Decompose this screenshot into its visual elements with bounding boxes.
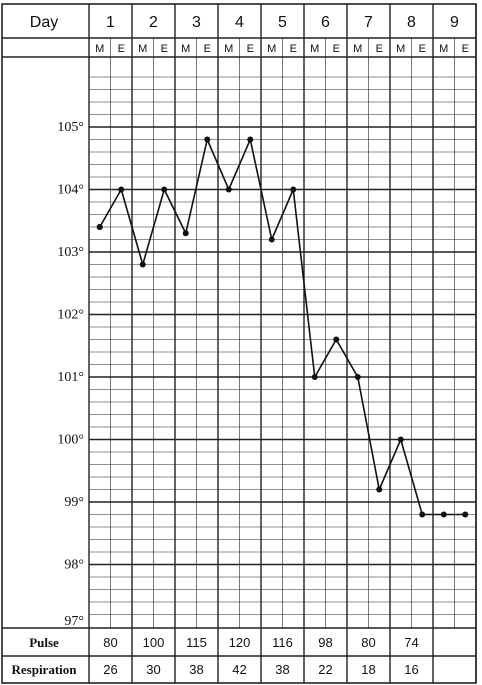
day-number-8: 8 — [407, 14, 416, 31]
pulse-value: 115 — [186, 635, 207, 650]
pulse-value: 80 — [103, 635, 117, 650]
day-number-5: 5 — [278, 14, 287, 31]
y-tick-label: 97° — [64, 614, 84, 629]
temperature-point — [333, 336, 340, 343]
pulse-value: 100 — [143, 635, 165, 650]
y-tick-label: 105° — [57, 120, 84, 135]
day-number-7: 7 — [364, 14, 373, 31]
pulse-value: 98 — [318, 635, 332, 650]
temperature-point — [376, 486, 383, 493]
respiration-value: 38 — [189, 662, 203, 677]
pulse-value: 74 — [404, 635, 418, 650]
day-number-6: 6 — [321, 14, 330, 31]
temperature-point — [161, 186, 168, 193]
respiration-value: 30 — [146, 662, 160, 677]
morning-label: M — [181, 43, 190, 55]
y-tick-label: 99° — [64, 495, 84, 510]
morning-label: M — [353, 43, 362, 55]
day-number-9: 9 — [450, 14, 459, 31]
y-tick-label: 104° — [57, 183, 84, 198]
respiration-value: 16 — [404, 662, 418, 677]
y-tick-label: 98° — [64, 558, 84, 573]
evening-label: E — [333, 43, 340, 55]
day-number-1: 1 — [106, 14, 115, 31]
temperature-point — [440, 511, 447, 518]
evening-label: E — [204, 43, 211, 55]
respiration-value: 42 — [232, 662, 246, 677]
y-tick-label: 100° — [57, 433, 84, 448]
temperature-point — [311, 374, 318, 380]
pulse-value: 80 — [361, 635, 375, 650]
pulse-label: Pulse — [29, 635, 59, 650]
temperature-point — [354, 374, 361, 380]
temperature-point — [290, 186, 297, 193]
evening-label: E — [419, 43, 426, 55]
respiration-value: 26 — [103, 662, 117, 677]
morning-label: M — [138, 43, 147, 55]
y-tick-label: 103° — [57, 245, 84, 260]
morning-label: M — [224, 43, 233, 55]
respiration-value: 22 — [318, 662, 332, 677]
temperature-point — [204, 136, 211, 143]
day-number-2: 2 — [149, 14, 158, 31]
pulse-value: 116 — [272, 635, 293, 650]
day-number-4: 4 — [235, 14, 244, 31]
morning-label: M — [396, 43, 405, 55]
morning-label: M — [267, 43, 276, 55]
morning-label: M — [95, 43, 104, 55]
temperature-point — [247, 136, 254, 143]
evening-label: E — [462, 43, 469, 55]
respiration-value: 18 — [361, 662, 375, 677]
chart-footer: Pulse Respiration 80 100 115 120 116 98 80 74 26 30… — [12, 635, 419, 677]
y-axis: 97° 98° 99° 100° 101° 102° 103° 104° 105° — [57, 120, 84, 629]
temperature-point — [462, 511, 469, 518]
chart-header: Day 1M E2M E3M E4M E5M E6M E7M E8M E9M E — [30, 14, 469, 55]
day-header-label: Day — [30, 14, 58, 31]
evening-label: E — [118, 43, 125, 55]
y-tick-label: 101° — [57, 370, 84, 385]
chart-grid — [1, 3, 477, 684]
temperature-point — [397, 436, 404, 443]
y-tick-label: 102° — [57, 308, 84, 323]
temperature-point — [182, 230, 189, 237]
evening-label: E — [376, 43, 383, 55]
temperature-point — [225, 186, 232, 193]
temperature-point — [139, 261, 146, 268]
respiration-value: 38 — [275, 662, 289, 677]
evening-label: E — [161, 43, 168, 55]
pulse-value: 120 — [229, 635, 251, 650]
chart-frame — [1, 3, 477, 684]
temperature-point — [419, 511, 426, 518]
evening-label: E — [247, 43, 254, 55]
temperature-point — [118, 186, 125, 193]
day-number-3: 3 — [192, 14, 201, 31]
respiration-label: Respiration — [12, 662, 78, 677]
morning-label: M — [310, 43, 319, 55]
temperature-line — [99, 136, 466, 516]
temperature-point — [268, 236, 275, 243]
temperature-point — [96, 224, 103, 230]
evening-label: E — [290, 43, 297, 55]
morning-label: M — [439, 43, 448, 55]
temperature-series — [96, 136, 469, 518]
